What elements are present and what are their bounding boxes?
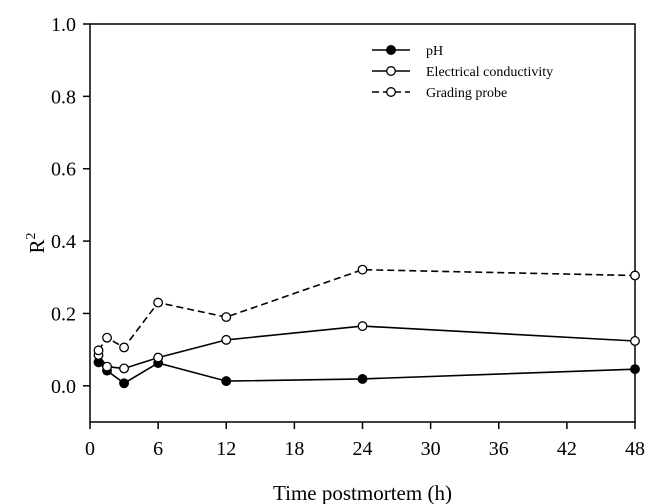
data-point <box>357 321 368 332</box>
y-tick-label: 0.2 <box>51 303 76 325</box>
x-tick-label: 6 <box>153 438 163 460</box>
series-line <box>97 325 636 370</box>
x-tick-label: 48 <box>625 438 645 460</box>
x-tick-label: 12 <box>216 438 236 460</box>
y-tick-label: 0.8 <box>51 86 76 108</box>
data-point <box>102 361 112 372</box>
x-axis: 0 6 12 18 24 30 36 42 48 <box>85 422 645 460</box>
data-point <box>357 373 368 384</box>
legend-label: pH <box>426 44 443 59</box>
x-tick-label: 24 <box>353 438 373 460</box>
x-tick-label: 18 <box>284 438 304 460</box>
y-axis: 0.0 0.2 0.4 0.6 0.8 1.0 <box>51 14 90 398</box>
y-axis-title: R2 <box>24 232 49 253</box>
x-tick-label: 30 <box>421 438 441 460</box>
data-point <box>119 342 130 353</box>
data-point <box>93 345 104 356</box>
legend-item: Grading probe <box>372 86 507 101</box>
data-point <box>221 334 232 345</box>
legend-label: Electrical conductivity <box>426 65 553 80</box>
legend-marker <box>386 87 396 97</box>
x-tick-label: 36 <box>489 438 509 460</box>
y-tick-label: 1.0 <box>51 14 76 36</box>
data-point <box>630 336 640 346</box>
y-axis-title-base: R <box>25 239 49 253</box>
legend-label: Grading probe <box>426 86 507 101</box>
data-point <box>119 378 130 389</box>
series-layer <box>93 264 640 389</box>
legend-item: pH <box>372 44 443 59</box>
data-point <box>221 376 232 387</box>
series-grading-probe <box>93 264 640 356</box>
y-tick-label: 0.6 <box>51 159 76 181</box>
legend-marker <box>386 45 396 55</box>
data-point <box>630 364 640 375</box>
plot-border <box>89 23 636 423</box>
legend: pH Electrical conductivity Grading probe <box>372 44 553 101</box>
series-line <box>97 268 636 351</box>
series-electrical-conductivity <box>93 321 640 374</box>
x-tick-label: 42 <box>557 438 577 460</box>
plot-frame <box>89 23 636 423</box>
data-point <box>630 270 640 281</box>
data-point <box>357 264 368 275</box>
legend-item: Electrical conductivity <box>372 65 553 80</box>
y-tick-label: 0.4 <box>51 231 76 253</box>
data-point <box>221 312 232 323</box>
x-axis-title: Time postmortem (h) <box>273 481 452 504</box>
data-point <box>153 352 164 363</box>
legend-marker <box>386 66 396 76</box>
data-point <box>153 297 164 308</box>
x-tick-label: 0 <box>85 438 95 460</box>
data-point <box>119 363 130 374</box>
y-tick-label: 0.0 <box>51 376 76 398</box>
y-axis-title-superscript: 2 <box>24 232 39 239</box>
data-point <box>102 332 112 343</box>
series-ph <box>93 357 640 389</box>
